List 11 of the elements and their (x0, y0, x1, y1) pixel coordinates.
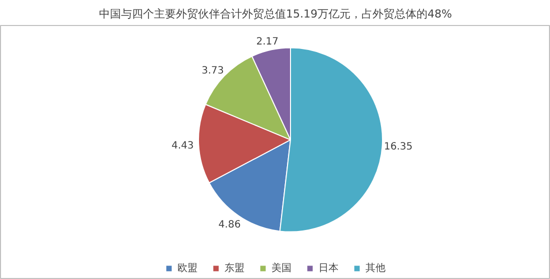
data-label: 3.73 (202, 65, 224, 76)
data-label: 4.86 (218, 220, 241, 231)
legend-label: 东盟 (224, 262, 244, 275)
legend-label: 美国 (272, 262, 292, 275)
legend-label: 欧盟 (178, 262, 198, 275)
legend-label: 其他 (366, 262, 386, 275)
chart-title: 中国与四个主要外贸伙伴合计外贸总值15.19万亿元，占外贸总体的48% (99, 8, 452, 20)
data-label: 4.43 (171, 140, 194, 152)
legend-label: 日本 (318, 262, 338, 275)
data-label: 2.17 (256, 36, 278, 48)
data-label: 16.35 (384, 142, 413, 153)
